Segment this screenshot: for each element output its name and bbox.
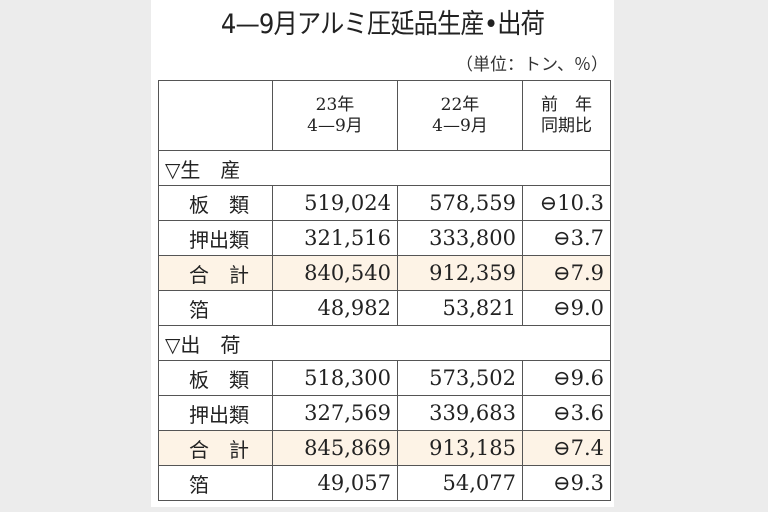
table-row: 箔 48,982 53,821 ⊖9.0 <box>158 290 611 326</box>
yoy-ratio: ⊖9.3 <box>522 465 611 501</box>
row-label: 箔 <box>158 290 273 326</box>
value-2022: 333,800 <box>397 220 523 256</box>
row-label: 箔 <box>158 465 273 501</box>
section-label: ▽生 産 <box>158 150 611 186</box>
yoy-ratio: ⊖9.0 <box>522 290 611 326</box>
value-2023: 321,516 <box>272 220 398 256</box>
value-2023: 845,869 <box>272 430 398 466</box>
yoy-ratio: ⊖3.6 <box>522 395 611 431</box>
row-label: 板 類 <box>158 360 273 396</box>
yoy-ratio: ⊖7.9 <box>522 255 611 291</box>
table-row: 押出類 321,516 333,800 ⊖3.7 <box>158 220 611 256</box>
row-label: 押出類 <box>158 395 273 431</box>
header-2023: 23年 4—9月 <box>272 80 398 151</box>
total-row: 合 計 845,869 913,185 ⊖7.4 <box>158 430 611 466</box>
value-2022: 339,683 <box>397 395 523 431</box>
value-2022: 53,821 <box>397 290 523 326</box>
page-title: 4—9月アルミ圧延品生産•出荷 <box>220 9 545 40</box>
section-row: ▽出 荷 <box>158 325 611 361</box>
value-2022: 54,077 <box>397 465 523 501</box>
section-row: ▽生 産 <box>158 150 611 186</box>
row-label: 押出類 <box>158 220 273 256</box>
total-row: 合 計 840,540 912,359 ⊖7.9 <box>158 255 611 291</box>
table-row: 箔 49,057 54,077 ⊖9.3 <box>158 465 611 501</box>
value-2022: 578,559 <box>397 185 523 221</box>
yoy-ratio: ⊖3.7 <box>522 220 611 256</box>
value-2022: 912,359 <box>397 255 523 291</box>
yoy-ratio: ⊖7.4 <box>522 430 611 466</box>
row-label: 板 類 <box>158 185 273 221</box>
value-2023: 48,982 <box>272 290 398 326</box>
value-2022: 573,502 <box>397 360 523 396</box>
value-2023: 519,024 <box>272 185 398 221</box>
table-row: 押出類 327,569 339,683 ⊖3.6 <box>158 395 611 431</box>
row-label: 合 計 <box>158 430 273 466</box>
value-2023: 840,540 <box>272 255 398 291</box>
header-row: 23年 4—9月 22年 4—9月 前 年同期比 <box>158 80 611 151</box>
yoy-ratio: ⊖9.6 <box>522 360 611 396</box>
data-table: 23年 4—9月 22年 4—9月 前 年同期比 ▽生 産板 類 519,024 5… <box>158 80 611 501</box>
value-2023: 327,569 <box>272 395 398 431</box>
unit-note: （単位：トン、％） <box>456 55 608 75</box>
header-2022: 22年 4—9月 <box>397 80 523 151</box>
section-label: ▽出 荷 <box>158 325 611 361</box>
value-2023: 518,300 <box>272 360 398 396</box>
yoy-ratio: ⊖10.3 <box>522 185 611 221</box>
row-label: 合 計 <box>158 255 273 291</box>
table-row: 板 類 518,300 573,502 ⊖9.6 <box>158 360 611 396</box>
value-2023: 49,057 <box>272 465 398 501</box>
header-empty <box>158 80 273 151</box>
header-yoy: 前 年同期比 <box>522 80 611 151</box>
table-row: 板 類 519,024 578,559 ⊖10.3 <box>158 185 611 221</box>
value-2022: 913,185 <box>397 430 523 466</box>
